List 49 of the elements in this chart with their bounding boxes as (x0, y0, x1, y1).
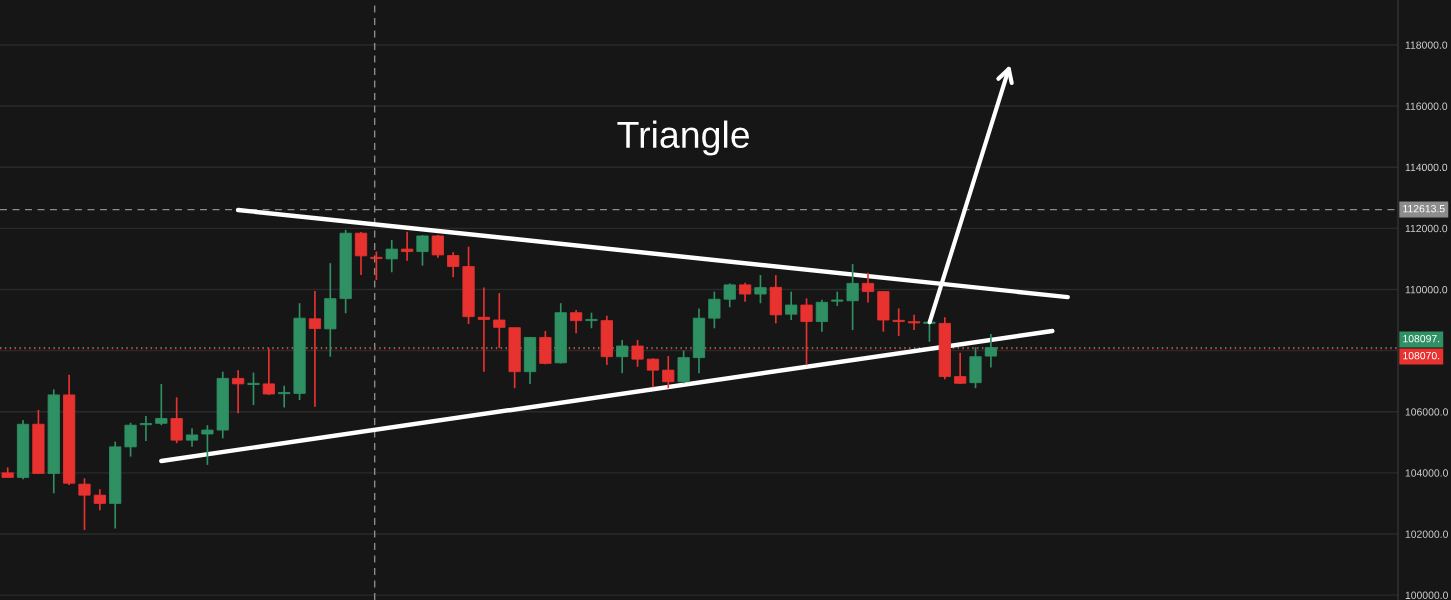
candlestick (232, 369, 245, 415)
candlestick (907, 313, 921, 331)
candlestick (401, 230, 414, 262)
candlestick (738, 281, 752, 303)
candlestick (170, 396, 183, 445)
candlestick (569, 309, 583, 334)
candlestick (892, 307, 905, 337)
candlestick (447, 251, 460, 279)
candlestick (831, 290, 844, 307)
candlestick (185, 427, 199, 448)
ref-line-label: 112613.5 (1403, 204, 1445, 213)
candlestick (385, 239, 398, 274)
candlestick (278, 384, 291, 409)
candlestick (416, 234, 429, 267)
candlestick (708, 290, 721, 330)
y-tick-label: 100000.0 (1405, 591, 1448, 599)
candlestick (861, 271, 875, 304)
ref-line-label: 108097. (1403, 334, 1440, 343)
candlestick (723, 282, 736, 309)
candlestick (631, 339, 644, 368)
candlestick (846, 263, 859, 331)
candlestick (201, 424, 214, 466)
y-tick-label: 110000.0 (1405, 285, 1448, 294)
y-tick-label: 112000.0 (1405, 224, 1448, 233)
annotation: Triangle (617, 120, 749, 156)
candlestick (815, 299, 829, 333)
candlestick (662, 355, 675, 390)
candlestick (124, 421, 137, 458)
candlestick (354, 231, 368, 276)
candlestick (370, 250, 383, 281)
candlestick (754, 274, 767, 305)
candlestick (155, 383, 168, 427)
candlestick (954, 351, 967, 385)
candlestick (616, 339, 629, 375)
y-tick-label: 102000.0 (1405, 530, 1448, 538)
candlestick (431, 234, 444, 259)
candlestick (493, 292, 506, 349)
ref-line-label: 108070. (1403, 351, 1440, 360)
candlestick (139, 415, 153, 442)
candlestick (247, 371, 260, 406)
candlestick (785, 290, 798, 321)
candlestick (78, 477, 91, 531)
candlestick (93, 488, 106, 511)
y-tick-label: 116000.0 (1405, 102, 1448, 110)
y-tick-label: 104000.0 (1405, 469, 1448, 477)
y-tick-label: 114000.0 (1405, 163, 1448, 172)
y-tick-label: 106000.0 (1405, 408, 1448, 416)
y-tick-label: 118000.0 (1405, 41, 1448, 49)
candlestick (646, 357, 660, 389)
